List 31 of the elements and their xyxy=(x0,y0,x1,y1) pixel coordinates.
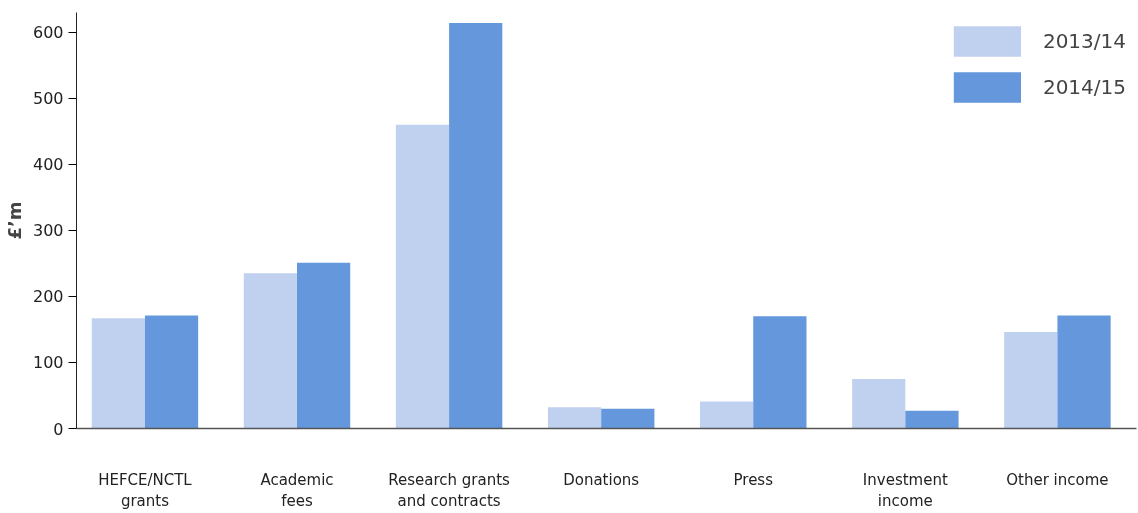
y-axis-title: £’m xyxy=(3,201,25,240)
y-tick-label: 600 xyxy=(32,23,64,43)
x-tick-label: HEFCE/NCTL grants xyxy=(98,470,193,511)
bar xyxy=(91,318,145,429)
bar xyxy=(753,316,807,429)
x-tick-label: Press xyxy=(733,470,774,489)
y-tick-label: 200 xyxy=(32,287,64,307)
legend-label: 2014/15 xyxy=(1042,75,1126,99)
y-tick-label: 300 xyxy=(32,221,64,241)
bar xyxy=(144,315,199,429)
y-tick-label: 400 xyxy=(32,155,64,175)
y-tick-label: 500 xyxy=(32,89,64,109)
x-tick-label: Donations xyxy=(563,470,640,489)
y-tick-label: 0 xyxy=(53,419,64,439)
bar xyxy=(395,124,450,429)
x-tick-label: Research grants and contracts xyxy=(388,470,511,511)
x-tick-label: Other income xyxy=(1006,470,1109,489)
bar xyxy=(1057,315,1111,429)
bar xyxy=(243,273,298,429)
bar xyxy=(601,408,655,429)
bar xyxy=(700,401,754,429)
y-tick-label: 100 xyxy=(32,353,64,373)
bar xyxy=(905,410,959,429)
bar xyxy=(449,23,503,429)
bar xyxy=(297,262,351,429)
legend-label: 2013/14 xyxy=(1042,29,1126,53)
x-tick-label: Investment income xyxy=(862,470,948,511)
x-tick-label: Academic fees xyxy=(260,470,334,511)
bar xyxy=(852,378,906,429)
bar xyxy=(1004,332,1058,429)
bar xyxy=(547,407,602,429)
